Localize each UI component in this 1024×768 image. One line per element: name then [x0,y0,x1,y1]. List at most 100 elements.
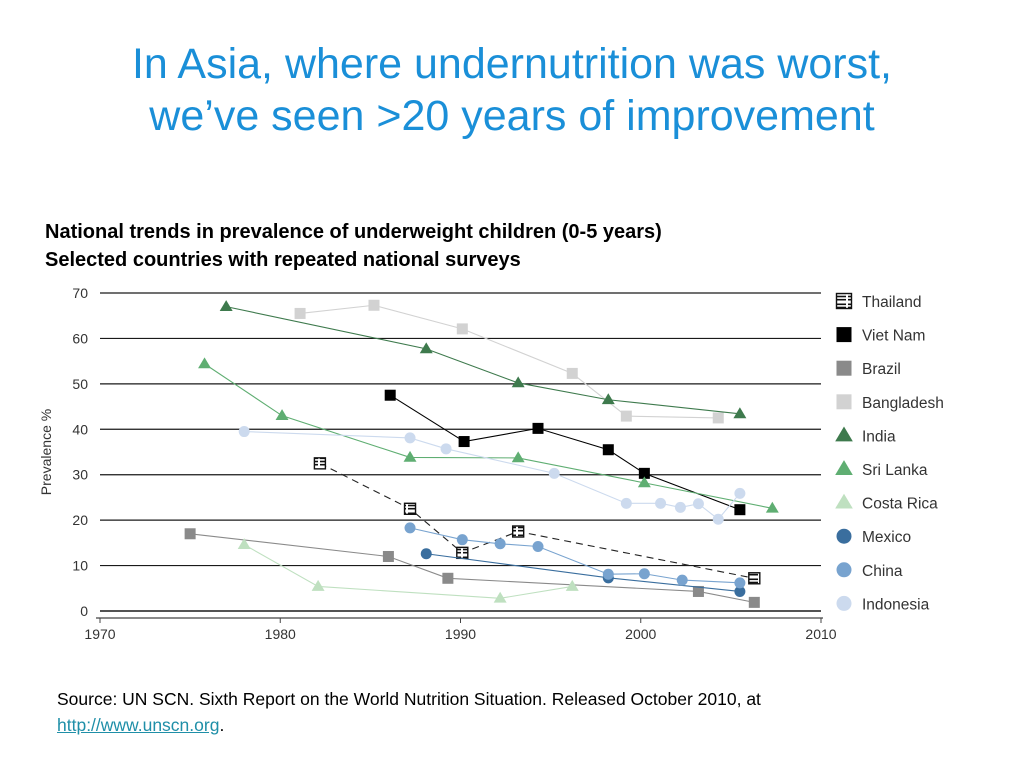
data-point [637,476,651,488]
y-tick-label: 50 [72,376,88,392]
source-text: Source: UN SCN. Sixth Report on the Worl… [57,689,761,709]
legend-label: Mexico [862,529,911,546]
data-point [404,522,416,534]
slide-title: In Asia, where undernutrition was worst,… [20,38,1004,142]
series-thailand [313,457,761,585]
x-tick-label: 2000 [625,626,656,642]
data-point [566,367,578,379]
y-tick-label: 30 [72,467,88,483]
data-point [734,504,746,516]
data-point [692,498,704,510]
series-line [389,394,741,511]
source-link[interactable]: http://www.unscn.org [57,715,220,735]
x-tick-label: 1970 [84,626,115,642]
data-point [638,467,650,479]
data-point [184,528,196,540]
data-point [419,342,433,354]
data-point [456,534,468,546]
data-point [382,550,394,562]
slide-title-line-1: In Asia, where undernutrition was worst, [131,40,893,88]
data-point [734,577,746,589]
x-tick-label: 1990 [445,626,476,642]
legend-item-costa-rica: Costa Rica [835,493,938,513]
series-sri-lanka [198,357,779,513]
data-point [404,432,416,444]
slide-title-line-2: we’ve seen >20 years of improvement [149,92,875,140]
series-viet-nam [384,389,746,516]
data-point [311,579,325,591]
legend-marker [836,595,852,611]
y-tick-label: 60 [72,330,88,346]
legend-label: Bangladesh [862,395,944,412]
y-tick-label: 20 [72,512,88,528]
data-point [748,596,760,608]
legend-label: Brazil [862,361,901,378]
data-point [198,357,212,369]
legend-item-thailand: Thailand [835,292,921,311]
y-axis-label: Prevalence % [38,409,54,495]
data-point [601,393,615,405]
series-line [190,533,755,603]
data-point [734,585,746,597]
data-point [565,579,579,591]
data-point [294,307,306,319]
legend-item-sri-lanka: Sri Lanka [835,460,928,479]
legend-marker [835,292,853,310]
series-brazil [184,528,760,608]
legend-item-viet-nam: Viet Nam [836,327,925,345]
data-point [692,585,704,597]
legend-label: Viet Nam [862,328,925,345]
series-costa-rica [237,538,579,603]
legend-marker [836,327,852,343]
data-point [511,376,525,388]
data-point [712,412,724,424]
data-point [602,444,614,456]
legend-label: Indonesia [862,596,930,613]
chart-subtitle: Selected countries with repeated nationa… [45,249,521,271]
data-point [368,299,380,311]
data-point [456,546,469,560]
data-point [748,572,761,585]
legend-label: India [862,428,896,445]
data-point [734,487,746,499]
y-tick-label: 70 [72,285,88,301]
data-point [548,467,560,479]
data-point [442,572,454,584]
x-tick-label: 2010 [805,626,836,642]
data-point [655,497,667,509]
legend-label: Sri Lanka [862,462,928,479]
data-point [733,407,747,419]
legend-marker [836,528,852,544]
data-point [674,501,686,513]
legend-marker [835,460,853,475]
legend-item-bangladesh: Bangladesh [836,394,944,412]
data-point [493,591,507,603]
data-point [440,443,452,455]
source-note: Source: UN SCN. Sixth Report on the Worl… [57,686,761,738]
legend-item-china: China [836,562,903,580]
legend-marker [836,360,852,376]
legend-label: Costa Rica [862,496,938,513]
data-point [458,436,470,448]
data-point [712,513,724,525]
legend-marker [836,562,852,578]
series-line [300,304,719,419]
legend-item-india: India [835,426,896,445]
data-point [494,538,506,550]
data-point [313,457,327,470]
legend-item-indonesia: Indonesia [836,595,930,613]
data-point [532,422,544,434]
prevalence-chart: 0 10 20 30 40 50 60 70 1970 1980 1990 2000 2010 Preva… [38,285,944,642]
series-line [244,431,741,520]
data-point [275,409,289,421]
data-point [403,502,417,515]
data-point [602,568,614,580]
legend-marker [836,394,852,410]
data-point [456,323,468,335]
y-tick-label: 40 [72,421,88,437]
series-line [204,363,773,509]
legend-label: Thailand [862,294,921,311]
series-line [243,544,573,599]
data-point [238,426,250,438]
legend: Thailand Viet Nam Brazil Bangladesh India Sri… [835,292,944,613]
